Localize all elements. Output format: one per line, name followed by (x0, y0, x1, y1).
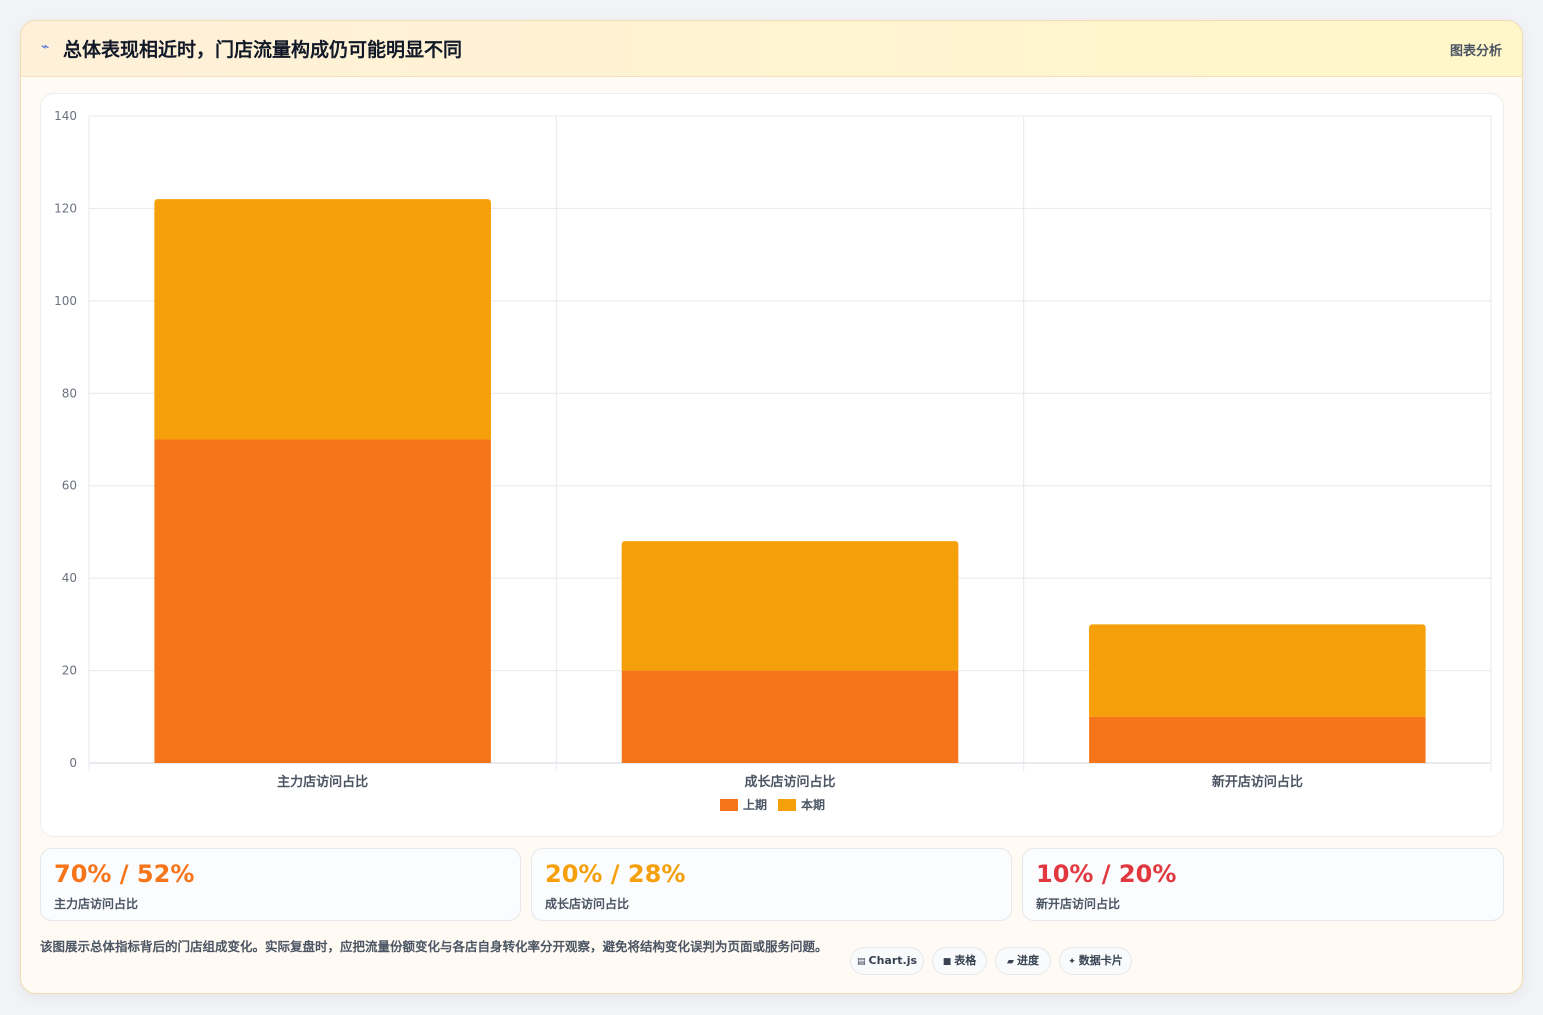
stat-value: 10% / 20% (1036, 860, 1177, 888)
pulse-icon: ⌁ (41, 39, 50, 55)
stat-cards: 70% / 52% 主力店访问占比 20% / 28% 成长店访问占比 10% … (40, 848, 1504, 921)
x-tick-label: 主力店访问占比 (277, 774, 368, 790)
y-tick-label: 60 (62, 479, 77, 493)
bar-segment-fill (1089, 628, 1426, 717)
stacked-bar-chart: 0 20 40 60 80 100 120 140 主力店访问占比 成长店访问占比 新开店访问占比上… (54, 109, 1492, 812)
progress-icon: ▰ (1007, 957, 1014, 967)
stat-label: 主力店访问占比 (54, 897, 139, 911)
stat-card-main-store: 70% / 52% 主力店访问占比 (40, 848, 521, 921)
card-header: ⌁ 总体表现相近时，门店流量构成仍可能明显不同 图表分析 (21, 21, 1522, 77)
chip-progress[interactable]: ▰ 进度 (995, 947, 1051, 975)
stat-value: 70% / 52% (54, 860, 195, 888)
legend-label: 上期 (743, 797, 767, 812)
stat-label: 成长店访问占比 (545, 897, 630, 911)
x-tick-label: 新开店访问占比 (1212, 774, 1303, 790)
chip-data-card[interactable]: ✦ 数据卡片 (1059, 947, 1132, 975)
y-tick-label: 140 (54, 109, 77, 123)
y-tick-label: 0 (69, 756, 77, 770)
bar-segment (154, 439, 491, 763)
chart-analysis-tag: 图表分析 (1449, 44, 1502, 59)
bar-segment-fill (621, 545, 959, 671)
chart-note: 该图展示总体指标背后的门店组成变化。实际复盘时，应把流量份额变化与各店自身转化率… (40, 939, 828, 954)
legend-label: 本期 (801, 797, 825, 812)
stat-label: 新开店访问占比 (1036, 897, 1121, 911)
chart-icon: ▤ (856, 957, 866, 967)
y-tick-label: 20 (62, 664, 77, 678)
legend-swatch (720, 799, 738, 811)
table-icon: ■ (942, 957, 952, 967)
chart-area: 0 20 40 60 80 100 120 140 主力店访问占比 成长店访问占比 新开店访问占比上… (40, 93, 1504, 837)
legend-swatch (778, 799, 796, 811)
y-tick-label: 40 (62, 571, 77, 585)
stat-value: 20% / 28% (545, 860, 686, 888)
sparkle-icon: ✦ (1068, 957, 1076, 967)
stat-card-growth-store: 20% / 28% 成长店访问占比 (531, 848, 1012, 921)
chip-chartjs[interactable]: ▤ Chart.js (850, 947, 924, 975)
y-tick-label: 100 (54, 294, 77, 308)
chart-card: ⌁ 总体表现相近时，门店流量构成仍可能明显不同 图表分析 0 20 40 60 80 10… (20, 20, 1523, 994)
stat-card-new-store: 10% / 20% 新开店访问占比 (1022, 848, 1504, 921)
bar-segment (621, 670, 959, 763)
y-tick-label: 120 (54, 201, 77, 215)
chip-table[interactable]: ■ 表格 (932, 947, 987, 975)
card-title: 总体表现相近时，门店流量构成仍可能明显不同 (63, 39, 463, 61)
x-tick-label: 成长店访问占比 (744, 774, 835, 790)
bar-segment (1089, 716, 1426, 763)
bar-segment-fill (154, 203, 491, 440)
y-tick-label: 80 (62, 386, 77, 400)
